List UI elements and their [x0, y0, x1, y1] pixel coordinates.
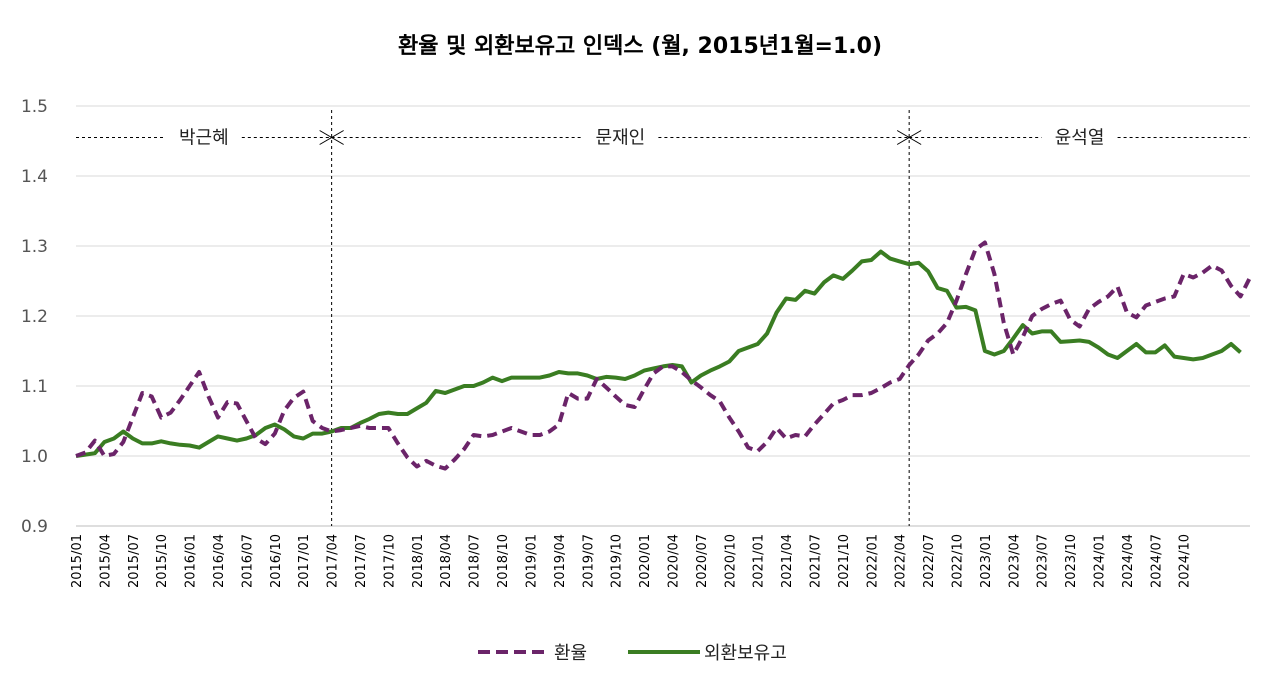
- x-tick-label: 2021/04: [780, 534, 795, 588]
- x-tick-label: 2019/01: [524, 534, 539, 588]
- x-tick-label: 2016/04: [212, 534, 227, 588]
- y-axis-tick-labels: 0.9 1.0 1.1 1.2 1.3 1.4 1.5: [21, 97, 48, 537]
- x-tick-label: 2023/01: [979, 534, 994, 588]
- period-arrowhead: [908, 130, 922, 145]
- legend-label: 외환보유고: [704, 643, 787, 664]
- x-tick-label: 2023/10: [1064, 534, 1079, 588]
- x-tick-label: 2020/10: [723, 534, 738, 588]
- x-tick-label: 2017/01: [297, 534, 312, 588]
- period-label: 문재인: [596, 128, 646, 149]
- x-tick-label: 2022/04: [894, 534, 909, 588]
- x-tick-label: 2024/10: [1178, 534, 1193, 588]
- series-line-exchange-rate: [75, 240, 1252, 471]
- x-tick-label: 2020/04: [666, 534, 681, 588]
- chart-title-wrap: 환율 및 외환보유고 인덱스 (월, 2015년1월=1.0): [0, 28, 1280, 60]
- x-tick-label: 2018/07: [468, 534, 483, 588]
- legend: 환율 외환보유고: [478, 643, 787, 664]
- x-tick-label: 2016/10: [269, 534, 284, 588]
- x-axis-tick-labels: 2015/01 2015/04 2015/07 2015/10 2016/01 2016/…: [70, 534, 1193, 588]
- y-tick-label: 1.1: [21, 377, 48, 397]
- x-tick-label: 2018/04: [439, 534, 454, 588]
- x-tick-label: 2018/01: [411, 534, 426, 588]
- y-tick-label: 0.9: [21, 517, 48, 537]
- x-tick-label: 2019/07: [581, 534, 596, 588]
- period-label: 윤석열: [1055, 128, 1105, 149]
- x-tick-label: 2015/07: [127, 534, 142, 588]
- x-tick-label: 2015/01: [70, 534, 85, 588]
- series-lines: [75, 240, 1252, 471]
- y-tick-label: 1.5: [21, 97, 48, 117]
- y-tick-label: 1.3: [21, 237, 48, 257]
- x-tick-label: 2017/04: [326, 534, 341, 588]
- x-tick-label: 2022/07: [922, 534, 937, 588]
- chart-title: 환율 및 외환보유고 인덱스 (월, 2015년1월=1.0): [397, 34, 883, 59]
- x-tick-label: 2021/01: [752, 534, 767, 588]
- x-tick-label: 2021/10: [837, 534, 852, 588]
- x-tick-label: 2017/10: [382, 534, 397, 588]
- x-tick-label: 2024/07: [1149, 534, 1164, 588]
- period-label: 박근혜: [179, 128, 229, 149]
- x-tick-label: 2024/04: [1121, 534, 1136, 588]
- x-tick-label: 2017/07: [354, 534, 369, 588]
- legend-label: 환율: [554, 643, 587, 664]
- x-tick-label: 2023/07: [1036, 534, 1051, 588]
- x-tick-label: 2018/10: [496, 534, 511, 588]
- x-tick-label: 2015/10: [155, 534, 170, 588]
- x-tick-label: 2016/07: [240, 534, 255, 588]
- x-tick-label: 2020/01: [638, 534, 653, 588]
- y-tick-label: 1.2: [21, 307, 48, 327]
- x-tick-label: 2019/10: [610, 534, 625, 588]
- y-tick-label: 1.4: [21, 167, 48, 187]
- x-tick-label: 2021/07: [808, 534, 823, 588]
- gridlines: [76, 105, 1250, 527]
- x-tick-label: 2022/10: [951, 534, 966, 588]
- x-tick-label: 2016/01: [184, 534, 199, 588]
- period-arrowhead: [330, 130, 344, 145]
- x-tick-label: 2024/01: [1093, 534, 1108, 588]
- x-tick-label: 2023/04: [1007, 534, 1022, 588]
- x-tick-label: 2015/04: [98, 534, 113, 588]
- x-tick-label: 2019/04: [553, 534, 568, 588]
- period-annotations: 박근혜 문재인 윤석열: [76, 110, 1250, 526]
- y-tick-label: 1.0: [21, 447, 48, 467]
- x-tick-label: 2022/01: [865, 534, 880, 588]
- x-tick-label: 2020/07: [695, 534, 710, 588]
- series-line-fx-reserves: [75, 249, 1242, 458]
